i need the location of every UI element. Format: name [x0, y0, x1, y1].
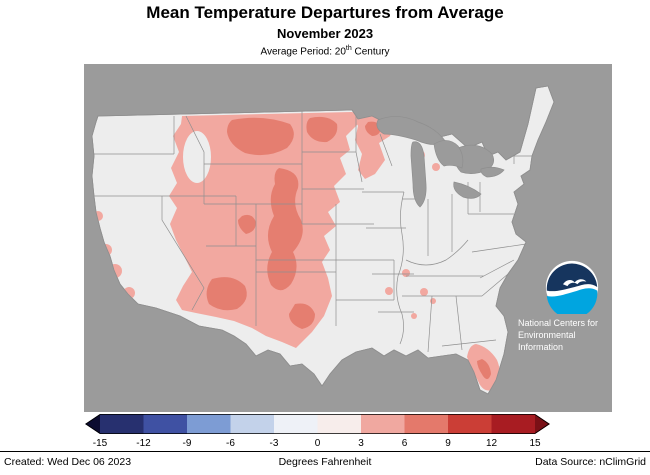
- noaa-logo: [545, 260, 599, 319]
- colorbar-tip-right: [535, 414, 550, 434]
- colorbar-outline: [85, 414, 550, 434]
- footer-divider: [0, 451, 650, 452]
- average-period-suffix: Century: [351, 46, 390, 58]
- anomaly-strong-montana: [227, 117, 294, 156]
- units-label: Degrees Fahrenheit: [278, 456, 372, 468]
- colorbar-tick-label: -6: [226, 438, 235, 448]
- near-normal-idaho: [183, 131, 211, 183]
- anomaly-spot: [420, 288, 428, 296]
- colorbar-segment: [274, 414, 318, 434]
- noaa-logo-sky: [546, 263, 598, 292]
- near-normal-holes: [183, 131, 211, 183]
- noaa-text-line: National Centers for: [518, 318, 599, 328]
- colorbar-tick-label: 9: [445, 438, 451, 448]
- state-borders: [92, 110, 532, 353]
- anomaly-strong-north-dakota: [306, 116, 338, 143]
- colorbar-tick-label: -12: [136, 438, 151, 448]
- colorbar-tick-label: 15: [529, 438, 541, 448]
- colorbar-tick-label: 3: [358, 438, 364, 448]
- map-panel: National Centers for Environmental Infor…: [84, 64, 612, 412]
- us-temperature-map: [84, 64, 612, 412]
- colorbar-tick-label: 6: [402, 438, 408, 448]
- lake-erie: [453, 181, 482, 199]
- data-source: Data Source: nClimGrid: [535, 456, 646, 468]
- colorbar-tick-label: -15: [93, 438, 108, 448]
- colorbar-segment: [491, 414, 535, 434]
- colorbar-tick-label: 12: [486, 438, 498, 448]
- created-date: Created: Wed Dec 06 2023: [4, 456, 132, 468]
- colorbar-tick-label: -9: [183, 438, 192, 448]
- lake-superior: [376, 116, 447, 145]
- noaa-text-block: National Centers for Environmental Infor…: [518, 317, 612, 353]
- noaa-logo-sea: [546, 288, 598, 319]
- noaa-text-line: Information: [518, 342, 564, 352]
- lake-huron: [433, 140, 464, 169]
- colorbar-tip-left: [85, 414, 100, 434]
- anomaly-spot: [411, 313, 417, 319]
- colorbar-segment: [361, 414, 405, 434]
- colorbar-segment: [448, 414, 492, 434]
- great-lakes: [376, 116, 505, 208]
- anomaly-spot: [430, 298, 436, 304]
- colorbar-segment: [143, 414, 187, 434]
- colorbar-segment: [187, 414, 231, 434]
- colorbar-segment: [100, 414, 144, 434]
- colorbar-segment: [317, 414, 361, 434]
- anomaly-strong-arizona: [206, 277, 247, 311]
- average-period: Average Period: 20th Century: [0, 45, 650, 57]
- anomaly-spot: [402, 269, 410, 277]
- anomaly-strong-florida: [477, 359, 491, 380]
- lake-ontario: [480, 166, 505, 178]
- average-period-prefix: Average Period: 20: [260, 46, 346, 58]
- colorbar-tick-label: -3: [270, 438, 279, 448]
- lake-michigan: [410, 141, 427, 208]
- colorbar: -15 -12 -9 -6 -3 0 3 6 9 12 15: [85, 414, 550, 448]
- average-period-superscript: th: [345, 45, 352, 52]
- colorbar-tick-label: 0: [315, 438, 321, 448]
- noaa-seagull-icon: [563, 279, 587, 287]
- anomaly-spot: [385, 287, 393, 295]
- colorbar-segment: [404, 414, 448, 434]
- colorbar-segment: [230, 414, 274, 434]
- anomaly-strong-utah: [238, 214, 256, 234]
- noaa-logo-icon: [545, 260, 599, 319]
- anomaly-strong-west-texas: [289, 303, 315, 329]
- subtitle-month: November 2023: [276, 26, 374, 41]
- page-title: Mean Temperature Departures from Average: [146, 3, 504, 22]
- anomaly-spot: [432, 163, 440, 171]
- noaa-text-line: Environmental: [518, 330, 576, 340]
